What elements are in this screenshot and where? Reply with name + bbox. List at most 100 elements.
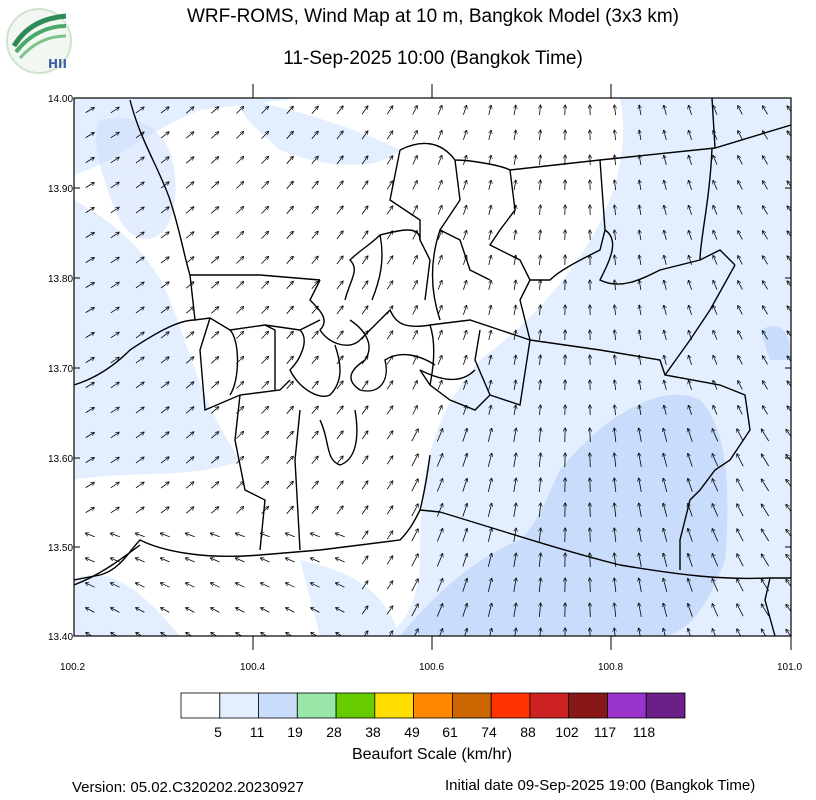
- wind-arrow: [688, 280, 692, 290]
- wind-arrow: [260, 533, 270, 538]
- wind-arrow: [185, 282, 194, 289]
- wind-arrow: [514, 130, 516, 140]
- wind-arrow: [437, 155, 442, 165]
- wind-arrow: [185, 432, 194, 439]
- wind-arrow: [135, 558, 145, 563]
- wind-arrow: [540, 230, 541, 241]
- wind-arrow: [614, 380, 615, 391]
- wind-arrow: [236, 457, 243, 464]
- wind-arrow: [712, 579, 719, 592]
- wind-arrow: [540, 130, 541, 141]
- wind-arrow: [261, 256, 269, 264]
- wind-arrow: [639, 280, 641, 290]
- map-title: WRF-ROMS, Wind Map at 10 m, Bangkok Mode…: [186, 6, 679, 27]
- wind-arrow: [787, 306, 791, 313]
- wind-arrow: [361, 606, 368, 615]
- wind-arrow: [286, 608, 295, 613]
- wind-arrow: [539, 578, 540, 593]
- wind-arrow: [514, 405, 516, 415]
- wind-arrow: [110, 132, 119, 139]
- wind-arrow: [310, 558, 320, 563]
- wind-arrow: [412, 131, 418, 140]
- wind-arrow: [211, 632, 218, 636]
- wind-arrow: [412, 381, 418, 390]
- wind-arrow: [761, 529, 770, 542]
- wind-arrow: [386, 306, 393, 315]
- wind-arrow: [236, 207, 243, 214]
- wind-arrow: [286, 181, 294, 189]
- wind-arrow: [286, 206, 294, 214]
- wind-arrow: [111, 608, 120, 613]
- wind-arrow: [111, 583, 120, 588]
- wind-arrow: [614, 503, 616, 518]
- wind-arrow: [286, 506, 294, 514]
- wind-arrow: [286, 156, 294, 164]
- wind-arrow: [787, 406, 791, 413]
- wind-arrow: [712, 529, 719, 542]
- wind-arrow: [513, 503, 516, 517]
- wind-arrow: [236, 357, 243, 364]
- wind-arrow: [462, 503, 467, 517]
- wind-arrow: [160, 307, 169, 314]
- wind-arrow: [386, 531, 393, 540]
- wind-arrow: [311, 356, 318, 365]
- wind-arrow: [386, 506, 393, 515]
- colorbar-label: 118: [632, 724, 656, 740]
- wind-arrow: [186, 608, 195, 613]
- wind-arrow: [712, 479, 719, 492]
- latitude-labels: 14.00 13.90 13.80 13.70 13.60 13.50 13.4…: [48, 94, 73, 643]
- wind-arrow: [260, 558, 270, 563]
- wind-arrow: [85, 558, 95, 563]
- wind-arrow: [136, 608, 145, 613]
- wind-arrow: [513, 553, 516, 567]
- wind-arrow: [639, 155, 641, 165]
- wind-arrow: [311, 256, 318, 265]
- wind-arrow: [235, 533, 245, 538]
- wind-arrow: [336, 256, 343, 265]
- wind-arrow: [688, 603, 693, 617]
- wind-arrow: [411, 554, 418, 567]
- colorbar-box: [219, 692, 259, 719]
- wind-arrow: [85, 282, 95, 288]
- wind-arrow: [236, 182, 243, 189]
- wind-arrows: [85, 105, 791, 636]
- wind-arrow: [211, 257, 218, 264]
- wind-arrow: [311, 181, 318, 190]
- wind-arrow: [336, 306, 343, 315]
- wind-arrow: [311, 281, 318, 290]
- wind-arrow: [514, 230, 516, 240]
- wind-arrow: [110, 157, 119, 164]
- wind-arrow: [688, 503, 693, 517]
- wind-arrow: [361, 156, 368, 165]
- wind-arrow: [738, 331, 743, 340]
- wind-arrow: [411, 454, 418, 467]
- wind-arrow: [160, 558, 170, 563]
- wind-arrow: [786, 579, 791, 588]
- wind-arrow: [135, 507, 144, 514]
- wind-arrow: [286, 131, 294, 139]
- hii-logo: HII: [4, 6, 74, 81]
- wind-arrow: [463, 280, 466, 290]
- wind-arrow: [688, 205, 692, 215]
- wind-arrow: [135, 332, 144, 339]
- wind-arrow: [590, 553, 591, 568]
- wind-arrow: [336, 181, 343, 190]
- wind-arrow: [361, 206, 368, 215]
- wind-arrow: [762, 206, 768, 215]
- lat-label: 13.50: [48, 543, 73, 554]
- wind-arrow: [386, 556, 393, 565]
- wind-arrow: [412, 181, 418, 190]
- wind-arrow: [639, 578, 642, 592]
- wind-arrow: [540, 380, 541, 391]
- wind-arrow: [135, 482, 144, 489]
- wind-arrow: [261, 156, 269, 164]
- wind-arrow: [386, 481, 393, 490]
- colorbar-box: [568, 692, 608, 719]
- wind-arrow: [463, 628, 467, 636]
- wind-arrow: [761, 429, 770, 442]
- wind-arrow: [539, 603, 540, 618]
- wind-arrow: [688, 330, 692, 340]
- wind-arrow: [614, 628, 616, 636]
- wind-arrow: [738, 181, 743, 190]
- wind-arrow: [136, 632, 143, 636]
